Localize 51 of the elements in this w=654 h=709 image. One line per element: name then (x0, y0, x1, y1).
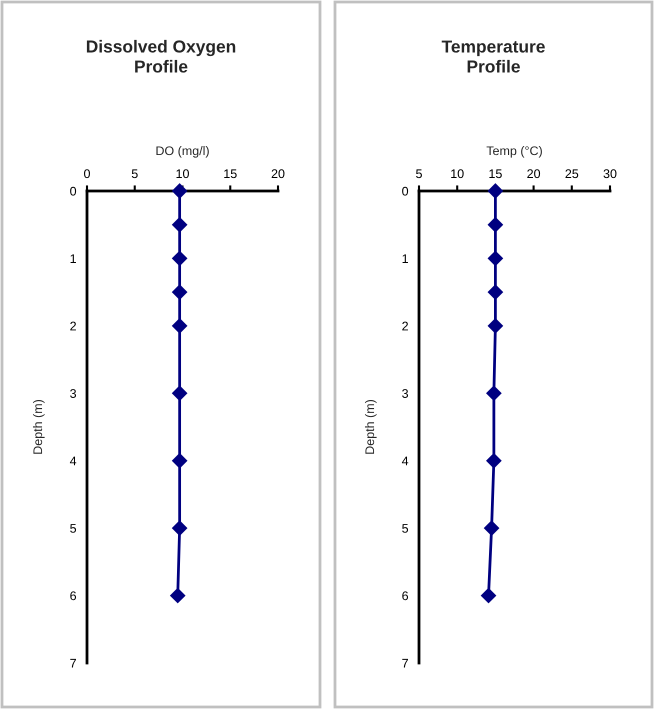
x-tick-label: 5 (416, 169, 422, 178)
y-tick-label: 6 (70, 591, 76, 600)
point (172, 284, 188, 300)
point (488, 183, 503, 199)
x-tick-label: 15 (224, 169, 237, 178)
x-tick-label: 20 (272, 169, 284, 178)
x-tick-label: 5 (132, 169, 138, 178)
x-axis-title: DO (mg/l) (156, 146, 209, 158)
y-tick-label: 5 (70, 524, 76, 533)
point (172, 318, 188, 334)
x-tick-label: 15 (489, 169, 502, 178)
y-tick-label: 0 (70, 186, 76, 196)
y-tick-label: 2 (402, 322, 408, 330)
y-axis-title: Depth (m) (364, 400, 377, 454)
x-axis-title: Temp (°C) (486, 146, 542, 158)
point (172, 217, 188, 232)
point (170, 588, 186, 604)
x-tick-label: 10 (451, 169, 464, 178)
point (488, 318, 503, 334)
y-tick-label: 2 (70, 322, 76, 330)
y-tick-label: 1 (70, 254, 76, 263)
y-tick-label: 4 (402, 456, 408, 466)
y-tick-label: 1 (402, 254, 408, 263)
point (486, 453, 502, 468)
point (488, 217, 503, 232)
point (172, 183, 188, 199)
y-tick-label: 3 (70, 389, 76, 398)
y-tick-label: 4 (70, 456, 76, 466)
point (172, 453, 188, 468)
point (486, 386, 502, 401)
chart-title: Temperature Profile (442, 40, 545, 73)
x-tick-label: 25 (565, 169, 578, 178)
y-tick-label: 0 (402, 186, 408, 196)
y-axis-title: Depth (m) (32, 400, 45, 454)
x-tick-label: 30 (604, 169, 616, 178)
point (488, 250, 503, 266)
point (480, 588, 496, 604)
point (172, 250, 188, 266)
y-tick-label: 6 (402, 591, 408, 600)
x-tick-label: 0 (84, 169, 90, 178)
point (172, 520, 188, 536)
y-tick-label: 5 (402, 524, 408, 533)
y-tick-label: 7 (70, 658, 76, 668)
x-tick-label: 10 (176, 169, 189, 178)
point (172, 386, 188, 401)
point (484, 520, 500, 536)
y-tick-label: 7 (402, 658, 408, 668)
point (488, 284, 503, 300)
y-tick-label: 3 (402, 389, 408, 398)
chart-title: Dissolved Oxygen Profile (86, 40, 236, 73)
x-tick-label: 20 (527, 169, 540, 178)
